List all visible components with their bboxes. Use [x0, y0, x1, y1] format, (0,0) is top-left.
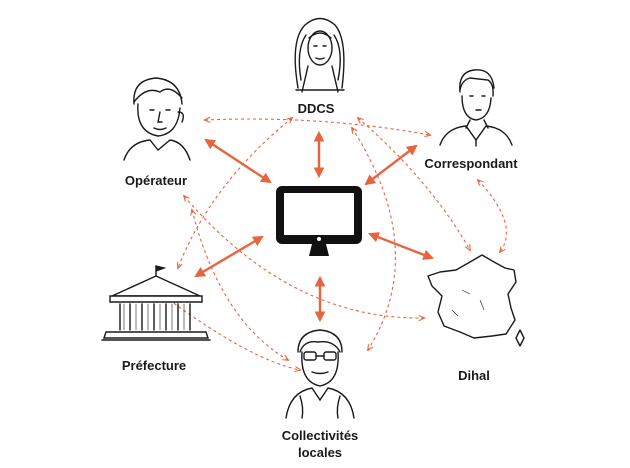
prefecture-building-icon [101, 265, 211, 341]
solid-links [194, 130, 435, 323]
node-label-prefecture: Préfecture [121, 358, 187, 373]
france-map-icon [427, 254, 525, 347]
node-label-collectivites: Collectivités locales [258, 427, 382, 461]
node-label-dihal: Dihal [458, 368, 490, 383]
woman-long-hair-icon [294, 17, 345, 93]
dashed-link-prefecture-collectivites [164, 296, 300, 370]
node-label-operateur: Opérateur [124, 173, 188, 188]
node-label-collectivites-line1: Collectivités [281, 428, 359, 443]
arrow-center-prefecture [194, 235, 264, 278]
woman-glasses-icon [285, 329, 355, 419]
node-label-correspondant: Correspondant [424, 156, 518, 171]
arrow-center-dihal [367, 232, 435, 260]
man-portrait-icon [439, 69, 513, 147]
arrow-center-correspondant [364, 144, 418, 186]
dashed-link-ddcs-dihal [358, 118, 470, 250]
arrow-center-operateur [204, 138, 272, 184]
dashed-link-ddcs-prefecture [178, 118, 292, 268]
computer-monitor-icon [276, 186, 362, 256]
node-label-ddcs: DDCS [297, 101, 335, 116]
dashed-link-operateur-correspondant [205, 119, 430, 135]
dashed-link-operateur-dihal [184, 196, 424, 318]
dashed-link-correspondant-dihal [478, 180, 507, 252]
dashed-links [164, 118, 507, 370]
node-label-collectivites-line2: locales [297, 445, 343, 460]
young-man-portrait-icon [123, 77, 191, 161]
